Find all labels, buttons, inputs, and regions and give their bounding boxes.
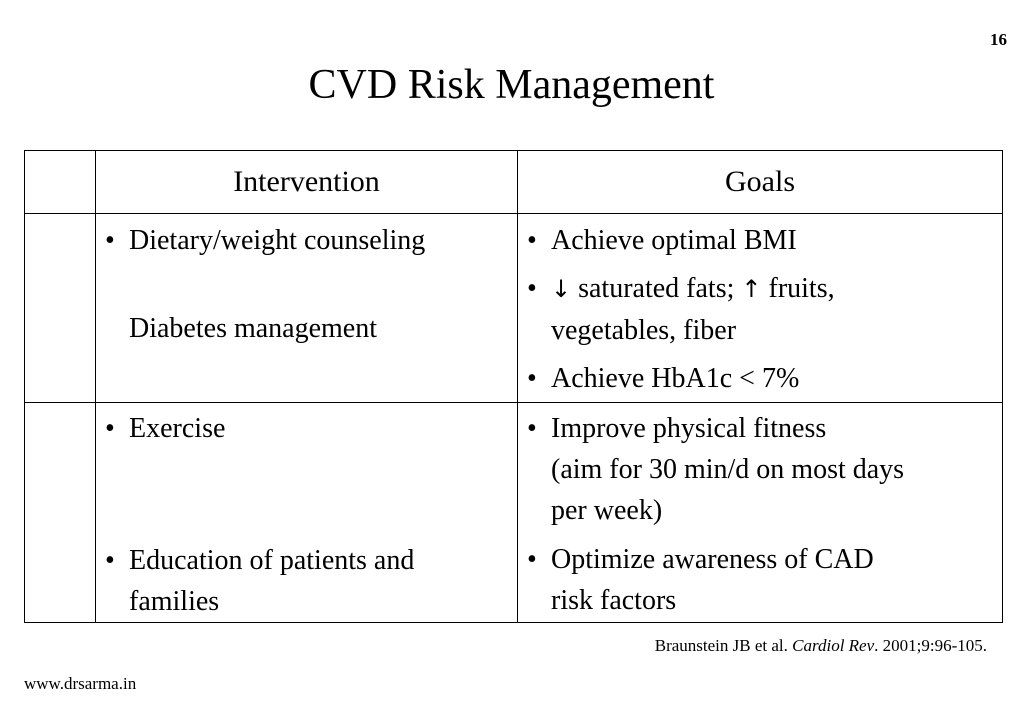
goal-awareness-line1: Optimize awareness of CAD <box>551 544 874 575</box>
intervention-exercise: Exercise <box>105 408 515 449</box>
citation-journal: Cardiol Rev <box>792 636 875 655</box>
risk-management-table: Intervention Goals Dietary/weight counse… <box>24 150 1003 623</box>
goal-diet-changes: ↓ saturated fats; ↑ fruits, vegetables, … <box>527 268 997 351</box>
goal-optimal-bmi: Achieve optimal BMI <box>527 220 997 261</box>
header-goals: Goals <box>725 165 795 198</box>
row2-goals: Improve physical fitness (aim for 30 min… <box>527 408 997 621</box>
intervention-education-line1: Education of patients and <box>129 545 415 576</box>
goal-physical-fitness: Improve physical fitness (aim for 30 min… <box>527 408 997 531</box>
citation: Braunstein JB et al. Cardiol Rev. 2001;9… <box>655 636 987 656</box>
intervention-education: Education of patients and families <box>105 540 515 622</box>
arrow-down-icon: ↓ <box>551 275 572 303</box>
header-intervention: Intervention <box>233 165 380 198</box>
citation-details: . 2001;9:96-105. <box>874 636 987 655</box>
column-divider-2 <box>517 151 518 622</box>
goal-hba1c: Achieve HbA1c < 7% <box>527 358 997 399</box>
footer-website: www.drsarma.in <box>24 674 137 693</box>
row-divider-1 <box>25 402 1002 403</box>
row1-interventions: Dietary/weight counseling Diabetes manag… <box>105 220 515 349</box>
goal-fitness-line2: (aim for 30 min/d on most days <box>551 454 905 485</box>
intervention-education-line2: families <box>129 586 220 617</box>
arrow-up-icon: ↑ <box>741 275 762 303</box>
goal-diet-part2: fruits, <box>761 273 835 304</box>
goal-diet-part1: saturated fats; <box>571 273 742 304</box>
column-divider-1 <box>95 151 96 622</box>
goal-awareness: Optimize awareness of CAD risk factors <box>527 539 997 621</box>
slide-number: 16 <box>990 30 1007 49</box>
intervention-diabetes: Diabetes management <box>129 313 378 344</box>
row-divider-header <box>25 213 1002 214</box>
row2-interventions: Exercise Education of patients and famil… <box>105 408 515 622</box>
goal-diet-line2: vegetables, fiber <box>551 315 737 346</box>
citation-authors: Braunstein JB et al. <box>654 636 793 655</box>
slide-title: CVD Risk Management <box>308 62 715 108</box>
intervention-dietary: Dietary/weight counseling <box>105 220 515 261</box>
goal-fitness-line3: per week) <box>551 495 663 526</box>
row1-goals: Achieve optimal BMI ↓ saturated fats; ↑ … <box>527 220 997 399</box>
goal-awareness-line2: risk factors <box>551 585 677 616</box>
goal-fitness-line1: Improve physical fitness <box>551 413 827 444</box>
